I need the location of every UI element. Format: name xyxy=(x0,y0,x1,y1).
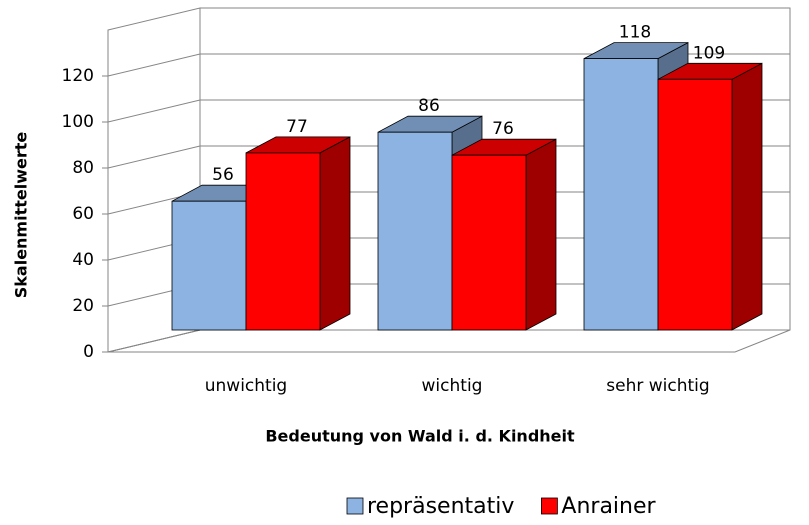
y-tick-label: 120 xyxy=(62,66,94,86)
y-tick-label: 60 xyxy=(72,204,94,224)
bar-side xyxy=(525,138,557,331)
value-label: 118 xyxy=(619,23,651,43)
bar-side xyxy=(731,62,763,331)
x-tick-label: unwichtig xyxy=(205,376,287,396)
x-axis-title: Bedeutung von Wald i. d. Kindheit xyxy=(265,427,575,446)
bar xyxy=(245,152,321,331)
bar xyxy=(657,78,733,331)
value-label: 56 xyxy=(212,165,234,185)
x-tick-label: sehr wichtig xyxy=(606,376,709,396)
x-tick-label: wichtig xyxy=(422,376,483,396)
y-tick-label: 20 xyxy=(72,296,94,316)
bar xyxy=(451,154,527,331)
value-label: 76 xyxy=(492,119,514,139)
grid-line xyxy=(107,329,790,353)
value-label: 109 xyxy=(693,43,725,63)
y-axis-title: Skalenmittelwerte xyxy=(12,132,31,299)
y-tick-label: 0 xyxy=(83,342,94,362)
y-tick-label: 80 xyxy=(72,158,94,178)
value-label: 86 xyxy=(418,96,440,116)
bar xyxy=(583,58,659,331)
bar xyxy=(171,200,247,331)
y-tick-label: 100 xyxy=(62,112,94,132)
legend-swatch xyxy=(346,497,364,515)
legend-label: Anrainer xyxy=(561,494,656,519)
bar xyxy=(377,131,453,331)
legend-swatch xyxy=(541,497,558,515)
value-label: 77 xyxy=(286,117,308,137)
legend-label: repräsentativ xyxy=(367,494,514,519)
floor xyxy=(107,329,791,353)
y-tick-label: 40 xyxy=(72,250,94,270)
bar-side xyxy=(319,136,351,331)
